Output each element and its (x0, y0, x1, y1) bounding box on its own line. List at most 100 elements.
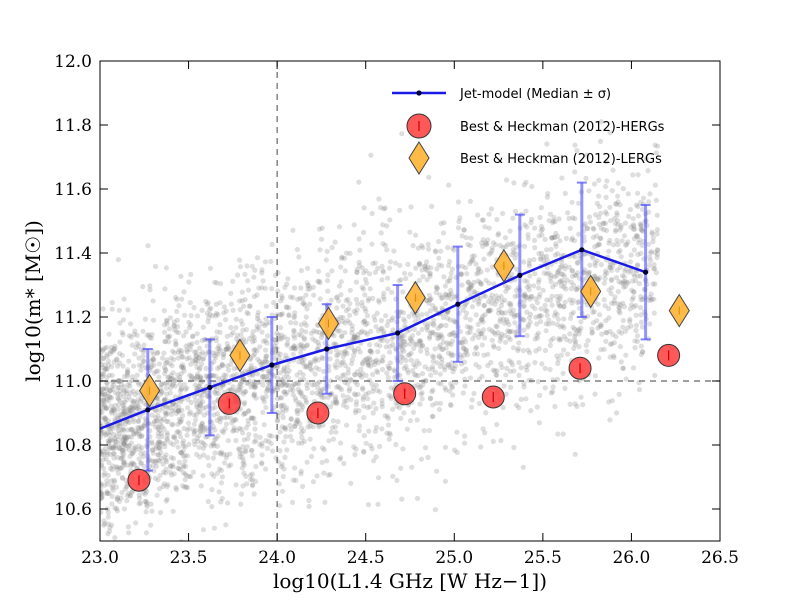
scatter-point (169, 408, 175, 414)
scatter-point (493, 372, 499, 378)
scatter-point (610, 167, 616, 173)
scatter-point (467, 375, 473, 381)
scatter-point (131, 331, 137, 337)
scatter-point (132, 405, 138, 411)
scatter-point (469, 282, 475, 288)
scatter-point (253, 438, 259, 444)
scatter-point (257, 434, 263, 440)
scatter-point (251, 391, 258, 397)
scatter-point (527, 273, 533, 279)
scatter-point (448, 351, 454, 357)
scatter-point (360, 286, 366, 292)
scatter-point (197, 403, 203, 409)
scatter-point (173, 341, 179, 347)
scatter-point (304, 382, 310, 388)
scatter-point (594, 242, 600, 249)
scatter-point (448, 287, 454, 293)
scatter-point (650, 235, 656, 241)
scatter-point (259, 285, 265, 291)
scatter-point (100, 495, 104, 501)
scatter-point (367, 286, 373, 292)
scatter-point (630, 222, 637, 228)
scatter-point (449, 383, 455, 389)
scatter-point (547, 342, 553, 349)
scatter-point (534, 404, 540, 410)
scatter-point (194, 313, 201, 319)
scatter-point (154, 350, 160, 356)
scatter-point (446, 362, 452, 368)
scatter-point (161, 416, 167, 422)
scatter-point (157, 486, 163, 492)
scatter-point (189, 341, 195, 347)
scatter-point (615, 289, 621, 295)
scatter-point (185, 397, 191, 403)
scatter-point (287, 433, 293, 439)
scatter-point (452, 319, 458, 325)
scatter-point (299, 440, 305, 446)
scatter-point (278, 325, 284, 331)
scatter-point (452, 294, 458, 300)
scatter-point (157, 422, 163, 428)
scatter-point (122, 446, 128, 452)
scatter-point (551, 274, 558, 280)
scatter-point (385, 275, 391, 281)
scatter-point (511, 249, 517, 255)
scatter-point (121, 441, 127, 447)
scatter-point (252, 347, 258, 353)
scatter-point (437, 400, 444, 406)
scatter-point (421, 428, 427, 434)
scatter-point (316, 278, 322, 284)
scatter-point (412, 341, 418, 347)
scatter-point (178, 348, 185, 354)
y-tick-label: 10.8 (54, 436, 92, 456)
scatter-point (194, 435, 200, 441)
scatter-point (495, 232, 501, 238)
scatter-point (177, 466, 183, 473)
scatter-point (461, 336, 467, 342)
scatter-point (399, 334, 405, 340)
scatter-point (251, 338, 257, 344)
scatter-point (162, 366, 169, 372)
scatter-point (178, 385, 184, 391)
scatter-point (191, 412, 197, 418)
scatter-point (345, 318, 351, 324)
scatter-point (476, 400, 482, 407)
scatter-point (200, 440, 206, 446)
scatter-point (212, 436, 218, 442)
scatter-point (548, 272, 554, 278)
scatter-point (305, 283, 311, 289)
scatter-point (162, 338, 168, 344)
scatter-point (550, 284, 556, 290)
scatter-point (167, 315, 173, 321)
scatter-point (193, 353, 199, 359)
scatter-point (261, 399, 267, 405)
scatter-point (168, 372, 174, 378)
scatter-point (424, 297, 430, 303)
scatter-point (224, 346, 231, 352)
scatter-point (427, 395, 433, 401)
scatter-point (548, 390, 555, 396)
scatter-point (394, 477, 400, 483)
scatter-point (291, 381, 297, 388)
scatter-point (213, 313, 219, 319)
scatter-point (617, 248, 623, 254)
scatter-point (131, 363, 137, 369)
scatter-point (106, 490, 112, 496)
scatter-point (100, 486, 104, 492)
scatter-point (111, 407, 117, 413)
scatter-point (604, 270, 610, 276)
scatter-point (387, 259, 394, 265)
scatter-point (351, 222, 357, 228)
scatter-point (239, 455, 245, 461)
scatter-point (471, 351, 477, 357)
scatter-point (543, 253, 550, 259)
scatter-point (116, 384, 122, 390)
scatter-point (491, 343, 497, 349)
scatter-point (109, 348, 116, 355)
scatter-point (197, 454, 203, 460)
scatter-point (197, 383, 203, 390)
scatter-point (164, 404, 171, 411)
scatter-point (284, 382, 290, 388)
scatter-point (431, 354, 437, 360)
scatter-point (438, 322, 445, 328)
